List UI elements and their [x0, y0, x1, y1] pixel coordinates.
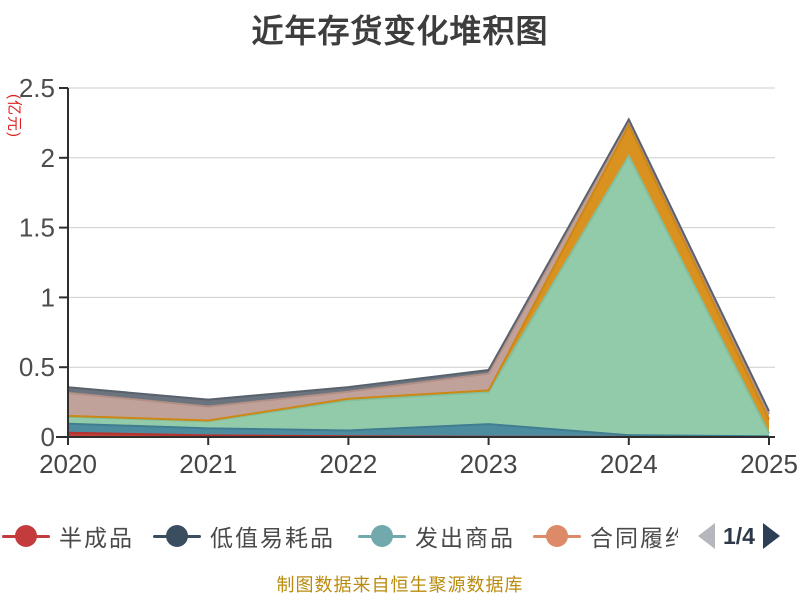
- x-tick-label: 2020: [39, 449, 97, 479]
- data-source-note: 制图数据来自恒生聚源数据库: [276, 575, 524, 595]
- x-tick-label: 2022: [319, 449, 377, 479]
- y-tick-label: 0: [41, 422, 55, 452]
- chart-title: 近年存货变化堆积图: [251, 13, 549, 49]
- area-series: [68, 423, 769, 437]
- area-series: [68, 155, 769, 437]
- legend-pager: 1/4: [698, 519, 780, 553]
- legend-item-label: 低值易耗品: [210, 525, 335, 551]
- y-tick-label: 2.5: [19, 73, 55, 103]
- legend-item-goods-shipped[interactable]: 发出商品: [358, 519, 515, 553]
- legend-prev-icon[interactable]: [698, 523, 715, 549]
- x-tick-label: 2025: [740, 449, 798, 479]
- x-tick-label: 2023: [460, 449, 518, 479]
- legend-marker-icon: [358, 524, 406, 548]
- series-line: [67, 123, 770, 422]
- legend-marker-icon: [533, 524, 581, 548]
- legend-marker-icon: [153, 524, 201, 548]
- series-line: [67, 117, 770, 412]
- legend-next-icon[interactable]: [762, 523, 780, 549]
- legend-item-low-value-consumables[interactable]: 低值易耗品: [153, 519, 335, 553]
- legend-item-label: 发出商品: [415, 525, 515, 551]
- legend-item-semi-finished[interactable]: 半成品: [2, 519, 134, 553]
- y-tick-label: 2: [41, 143, 55, 173]
- legend-marker-icon: [2, 524, 50, 548]
- stacked-area-plot: 0 0.5 1 1.5 2 2.5 2020 2021 2022 2023 2024 2025: [19, 73, 798, 479]
- y-tick-label: 1: [41, 282, 55, 312]
- y-axis-unit-label: (亿元): [5, 94, 23, 138]
- legend: 半成品 低值易耗品 发出商品 合同履约 1/4: [0, 519, 800, 553]
- x-tick-label: 2024: [600, 449, 658, 479]
- y-tick-label: 1.5: [19, 213, 55, 243]
- legend-page-indicator: 1/4: [723, 522, 755, 549]
- series-line: [67, 422, 770, 438]
- legend-item-label: 半成品: [59, 525, 134, 551]
- legend-item-contract-performance[interactable]: 合同履约: [533, 519, 678, 553]
- y-tick-label: 0.5: [19, 352, 55, 382]
- x-tick-label: 2021: [179, 449, 237, 479]
- area-series: [68, 125, 769, 434]
- legend-item-label: 合同履约: [590, 525, 678, 551]
